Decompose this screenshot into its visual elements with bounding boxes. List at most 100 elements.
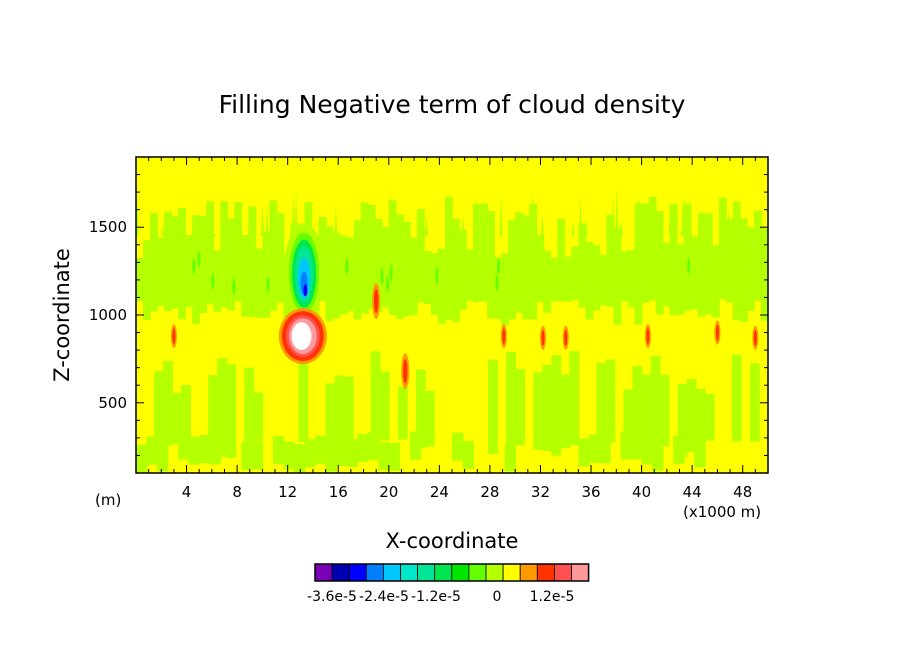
colorbar-swatch bbox=[417, 563, 436, 582]
field-cell bbox=[560, 374, 571, 449]
colorbar-swatch bbox=[554, 563, 572, 582]
field-cell bbox=[325, 443, 337, 472]
field-cell bbox=[154, 371, 164, 450]
field-cell bbox=[669, 203, 678, 316]
field-cell bbox=[623, 389, 634, 458]
field-cell bbox=[248, 206, 257, 317]
field-spike bbox=[668, 201, 672, 236]
field-cell bbox=[199, 435, 211, 464]
field-cell bbox=[171, 215, 179, 309]
field-cell bbox=[557, 218, 566, 302]
chart-title: Filling Negative term of cloud density bbox=[219, 90, 686, 119]
field-cell bbox=[588, 434, 601, 463]
field-spike bbox=[450, 223, 454, 236]
field-streak bbox=[232, 278, 236, 295]
field-cell bbox=[686, 379, 697, 453]
colorbar-swatch bbox=[571, 563, 590, 582]
field-cell bbox=[652, 442, 664, 471]
field-cell bbox=[244, 367, 255, 454]
field-cell bbox=[181, 385, 191, 454]
field-spike bbox=[260, 202, 264, 236]
field-spot bbox=[564, 329, 568, 346]
field-cell bbox=[634, 203, 643, 325]
field-cell bbox=[367, 432, 380, 461]
field-spike bbox=[619, 219, 623, 236]
field-cell bbox=[241, 235, 250, 317]
field-spike bbox=[461, 215, 465, 236]
field-spike bbox=[727, 206, 731, 236]
field-cell bbox=[564, 256, 573, 302]
field-cell bbox=[272, 436, 285, 465]
field-cell bbox=[332, 233, 341, 319]
field-cell bbox=[536, 234, 545, 302]
field-cell bbox=[466, 249, 474, 302]
field-cell bbox=[388, 200, 397, 316]
field-cell bbox=[444, 196, 453, 320]
field-spike bbox=[388, 188, 392, 236]
field-streak bbox=[386, 276, 390, 293]
colorbar-swatch bbox=[400, 563, 419, 582]
colorbar-swatch bbox=[485, 563, 504, 582]
field-cell bbox=[430, 253, 439, 315]
field-cell bbox=[542, 364, 553, 452]
field-streak bbox=[345, 258, 349, 275]
field-spike bbox=[213, 233, 217, 236]
field-cell bbox=[397, 386, 408, 440]
field-spike bbox=[530, 191, 534, 236]
field-cell bbox=[253, 392, 264, 441]
field-cell bbox=[631, 431, 643, 460]
x-tick-label: 8 bbox=[232, 483, 242, 501]
field-streak bbox=[687, 258, 691, 275]
field-cell bbox=[416, 209, 425, 303]
field-cell bbox=[395, 214, 404, 319]
field-cell bbox=[304, 439, 316, 468]
field-streak bbox=[496, 258, 501, 275]
field-cell bbox=[571, 246, 580, 301]
field-cell bbox=[217, 357, 228, 458]
field-cell bbox=[334, 375, 345, 453]
field-cell bbox=[409, 431, 422, 460]
field-streak bbox=[197, 251, 201, 268]
field-cell bbox=[381, 226, 390, 308]
field-cell bbox=[234, 201, 243, 302]
field-spike bbox=[499, 193, 503, 236]
field-cell bbox=[697, 212, 706, 317]
neg-contour bbox=[303, 284, 308, 297]
pos-contour bbox=[291, 322, 312, 351]
field-cell bbox=[346, 237, 355, 312]
x-tick-label: 20 bbox=[379, 483, 398, 501]
field-cell bbox=[695, 388, 706, 445]
colorbar-swatch bbox=[468, 563, 487, 582]
field-cell bbox=[157, 443, 169, 472]
y-axis-label: Z-coordinate bbox=[50, 248, 74, 382]
field-cell bbox=[473, 203, 481, 303]
field-cell bbox=[504, 442, 516, 472]
colorbar-frame bbox=[314, 563, 590, 582]
field-spot bbox=[646, 328, 650, 345]
x-tick-label: 48 bbox=[733, 483, 752, 501]
field-cell bbox=[718, 197, 727, 300]
field-cell bbox=[677, 383, 688, 457]
field-spot bbox=[715, 324, 719, 341]
field-cell bbox=[551, 355, 562, 456]
field-cell bbox=[370, 351, 381, 442]
field-cell bbox=[276, 213, 285, 303]
x-tick-label: 28 bbox=[480, 483, 499, 501]
field-cell bbox=[596, 362, 607, 454]
field-spike bbox=[611, 196, 615, 236]
field-cell bbox=[605, 359, 616, 443]
field-cell bbox=[402, 221, 411, 317]
colorbar-swatch bbox=[331, 563, 350, 582]
field-spike bbox=[652, 193, 656, 236]
field-spike bbox=[762, 225, 766, 236]
field-spike bbox=[291, 190, 295, 236]
field-streak bbox=[380, 268, 384, 285]
field-cell bbox=[627, 249, 636, 308]
field-cell bbox=[592, 245, 601, 311]
field-cell bbox=[753, 210, 762, 301]
y-tick-label: 1500 bbox=[89, 218, 127, 236]
field-cell bbox=[283, 441, 295, 470]
field-cell bbox=[641, 374, 652, 457]
x-tick-label: 44 bbox=[683, 483, 702, 501]
